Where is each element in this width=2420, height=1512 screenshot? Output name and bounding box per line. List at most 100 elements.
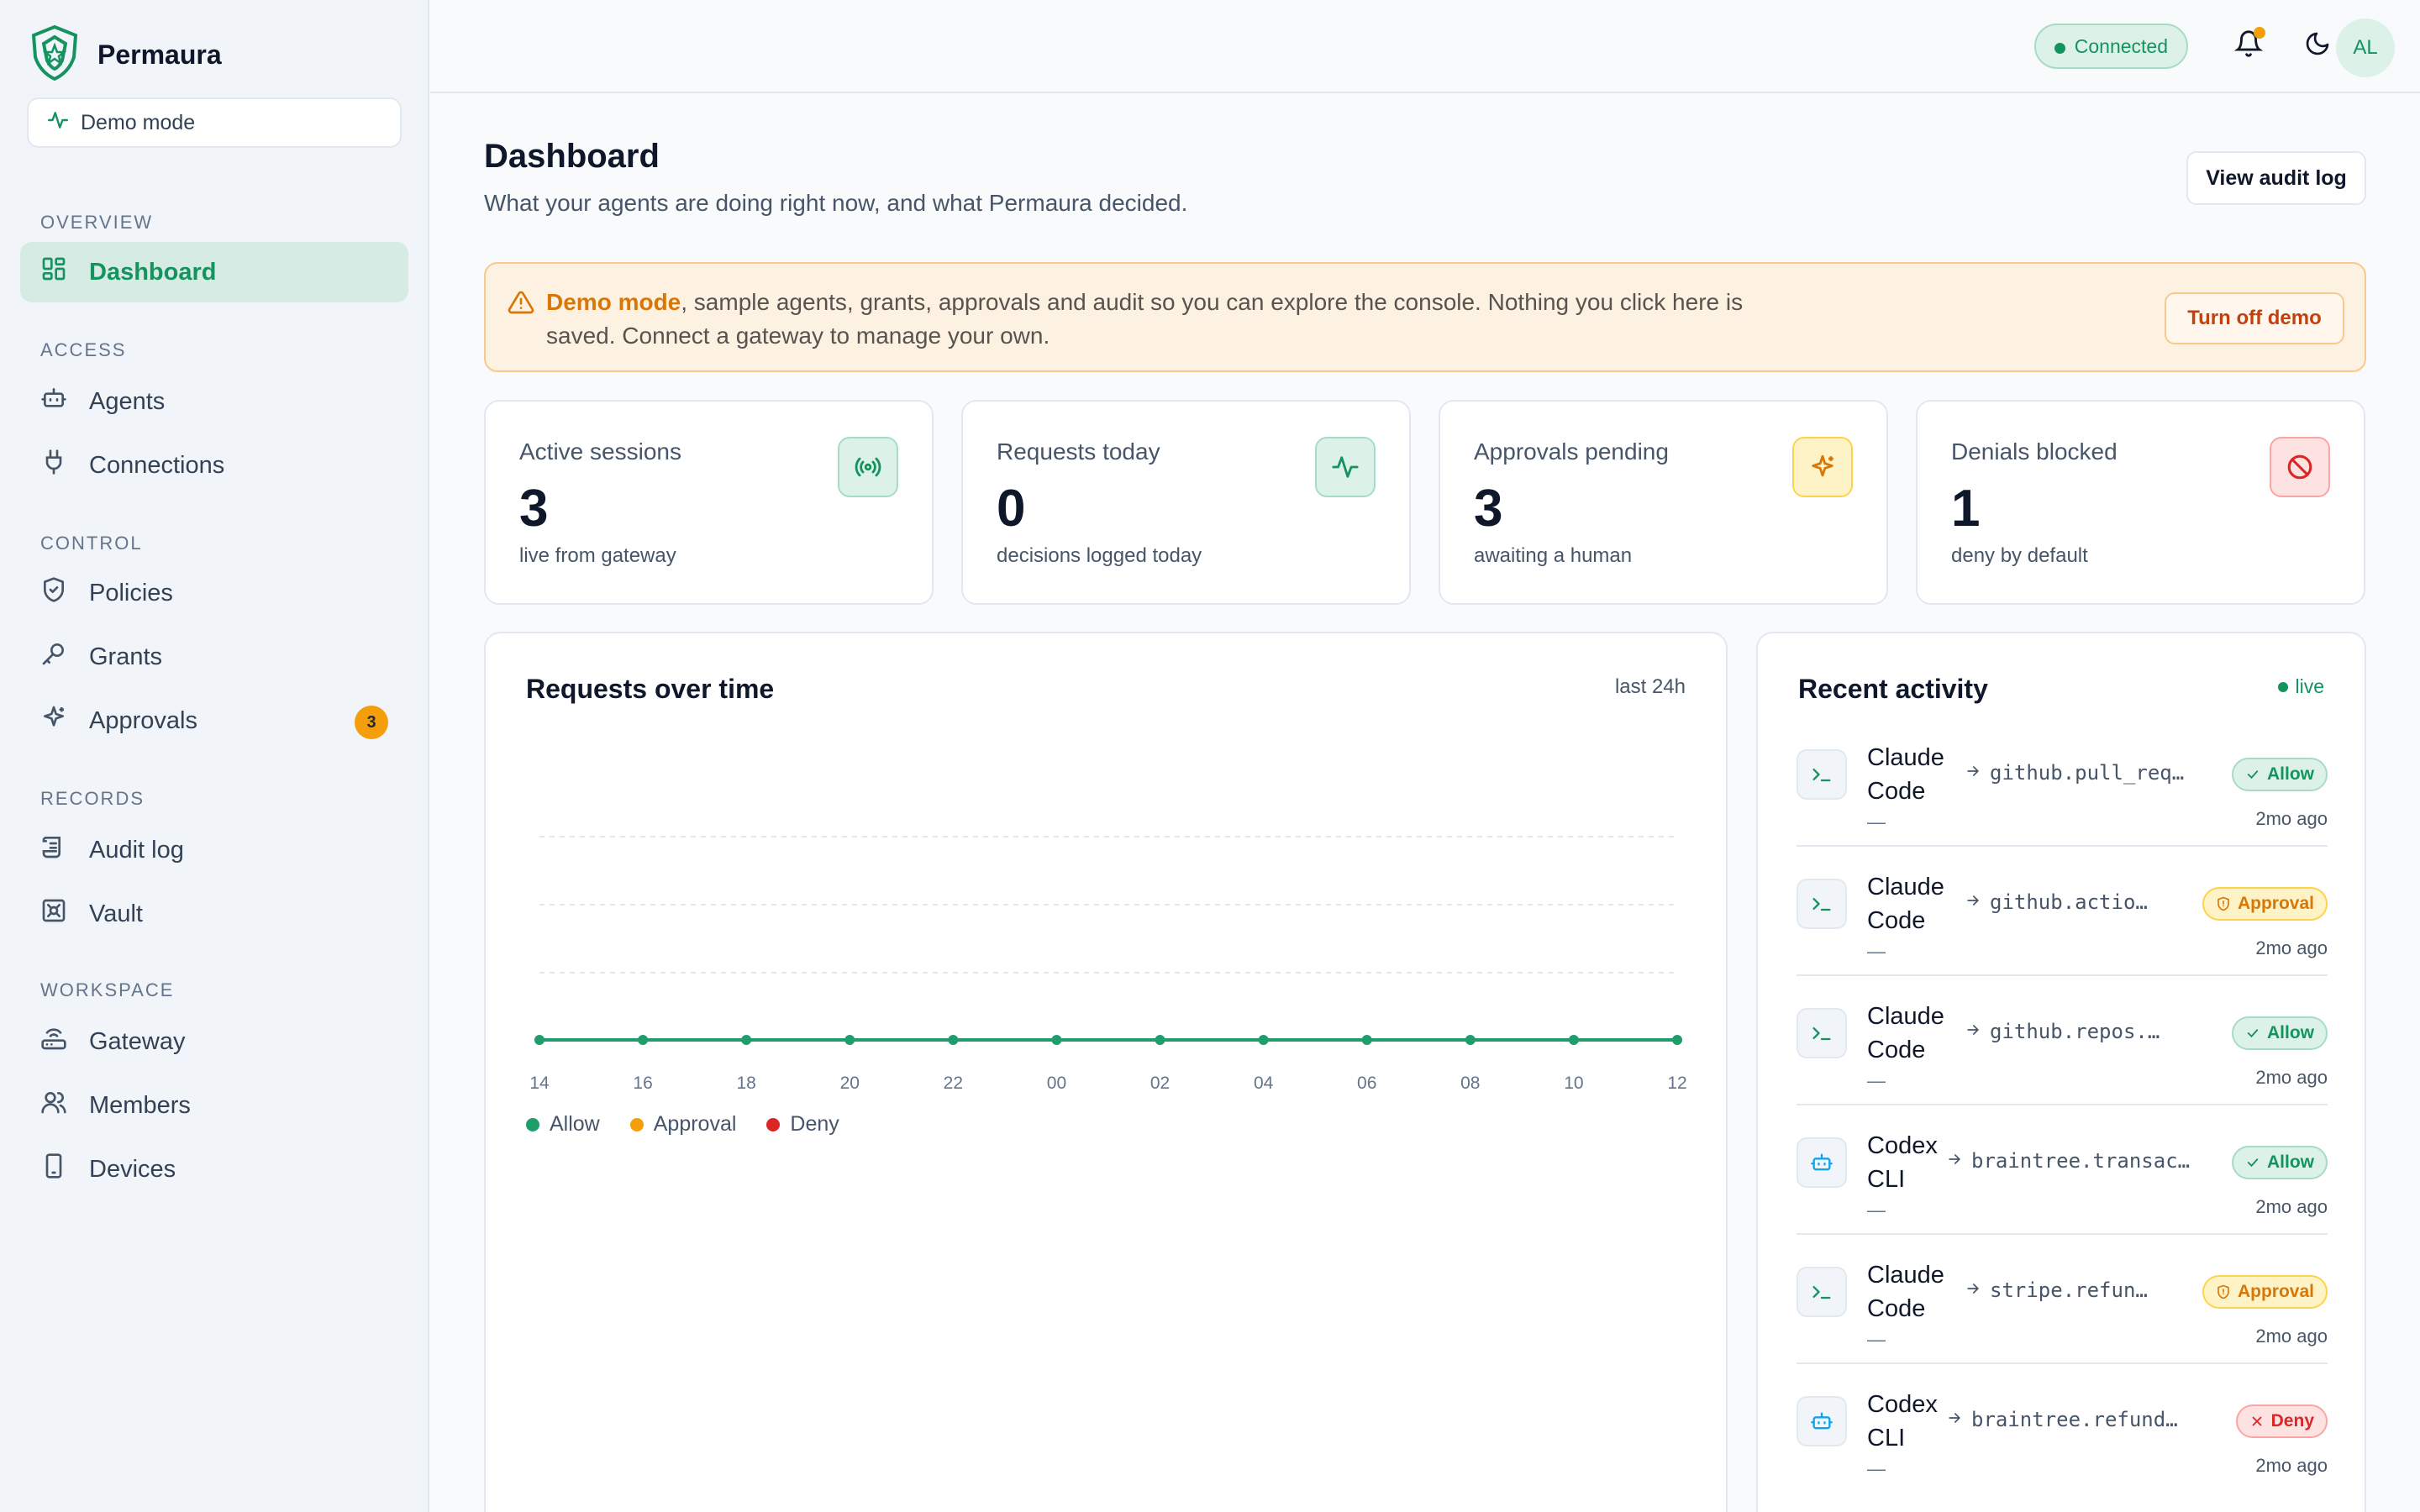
ban-icon <box>2270 437 2330 497</box>
smartphone-icon <box>40 1152 67 1186</box>
theme-toggle-button[interactable] <box>2299 27 2336 64</box>
decision-label: Approval <box>2237 894 2314 913</box>
x-tick-label: 00 <box>1047 1074 1066 1093</box>
activity-target: github.actio… <box>1965 890 2148 914</box>
sidebar-item-approvals[interactable]: Approvals 3 <box>20 690 408 751</box>
permaura-logo-icon <box>27 24 82 87</box>
activity-row[interactable]: Codex CLI — braintree.refund… Deny 2mo ago <box>1797 1364 2328 1494</box>
sparkle-icon <box>1792 437 1853 497</box>
stat-label: Requests today <box>997 438 1160 465</box>
data-point[interactable] <box>534 1035 544 1045</box>
sidebar-item-connections[interactable]: Connections <box>20 435 408 496</box>
sidebar-item-audit-log[interactable]: Audit log <box>20 820 408 880</box>
sidebar-item-label: Approvals <box>89 706 197 734</box>
activity-session: — <box>1867 1200 1886 1221</box>
activity-time: 2mo ago <box>2255 1455 2328 1476</box>
x-tick-label: 08 <box>1460 1074 1480 1093</box>
sidebar-item-vault[interactable]: Vault <box>20 884 408 944</box>
decision-badge: Approval <box>2202 1275 2328 1309</box>
sidebar-item-devices[interactable]: Devices <box>20 1139 408 1200</box>
activity-session: — <box>1867 1329 1886 1350</box>
sidebar-item-label: Connections <box>89 451 225 479</box>
view-audit-log-button[interactable]: View audit log <box>2186 151 2366 205</box>
sidebar-item-policies[interactable]: Policies <box>20 563 408 623</box>
chart-legend: Allow Approval Deny <box>526 1112 839 1137</box>
requests-chart-card: Requests over time last 24h 14 16 18 20 22 00… <box>484 632 1728 1512</box>
decision-icon <box>2245 767 2260 782</box>
live-dot <box>2278 681 2289 692</box>
data-point[interactable] <box>1361 1035 1372 1045</box>
data-point[interactable] <box>638 1035 649 1045</box>
data-point[interactable] <box>1568 1035 1579 1045</box>
connection-status-badge[interactable]: Connected <box>2033 24 2188 69</box>
activity-session: — <box>1867 1458 1886 1479</box>
activity-time: 2mo ago <box>2255 1067 2328 1088</box>
sidebar-item-label: Gateway <box>89 1027 186 1055</box>
sidebar-item-label: Audit log <box>89 836 184 864</box>
pulse-icon <box>47 109 69 137</box>
terminal-icon <box>1797 1008 1847 1058</box>
activity-row[interactable]: Claude Code — stripe.refun… Approval 2mo ago <box>1797 1235 2328 1364</box>
activity-target-label: stripe.refun… <box>1990 1278 2148 1302</box>
activity-title: Recent activity <box>1798 674 1988 704</box>
stat-value: 3 <box>1474 480 1503 538</box>
stat-subtext: live from gateway <box>519 544 676 567</box>
topbar: Connected AL <box>430 0 2420 93</box>
x-tick-label: 02 <box>1150 1074 1170 1093</box>
activity-row[interactable]: Codex CLI — braintree.transac… Allow 2mo ago <box>1797 1105 2328 1235</box>
decision-badge: Allow <box>2232 1146 2328 1179</box>
activity-time: 2mo ago <box>2255 1196 2328 1217</box>
activity-row[interactable]: Claude Code — github.actio… Approval 2mo ago <box>1797 847 2328 976</box>
legend-item-approval: Approval <box>629 1112 736 1137</box>
activity-session: — <box>1867 1070 1886 1091</box>
sidebar-item-dashboard[interactable]: Dashboard <box>20 242 408 302</box>
data-point[interactable] <box>741 1035 752 1045</box>
decision-icon <box>2216 896 2231 911</box>
data-point[interactable] <box>948 1035 959 1045</box>
data-point[interactable] <box>1258 1035 1269 1045</box>
decision-badge: Allow <box>2232 758 2328 791</box>
page-title: Dashboard <box>484 138 660 175</box>
sidebar-item-label: Vault <box>89 900 143 927</box>
page-subtitle: What your agents are doing right now, an… <box>484 190 1188 216</box>
stat-card-active-sessions: Active sessions 3 live from gateway <box>484 400 934 605</box>
sidebar-item-label: Dashboard <box>89 258 217 286</box>
demo-mode-label: Demo mode <box>81 110 196 134</box>
nav-section-access: ACCESS <box>40 339 127 360</box>
legend-dot <box>629 1117 644 1131</box>
arrow-right-icon <box>1946 1408 1963 1431</box>
demo-mode-banner: Demo mode, sample agents, grants, approv… <box>484 262 2366 372</box>
sidebar-item-members[interactable]: Members <box>20 1075 408 1136</box>
data-point[interactable] <box>844 1035 855 1045</box>
arrow-right-icon <box>1965 761 1981 785</box>
brand[interactable]: Permaura <box>27 24 222 87</box>
stat-subtext: awaiting a human <box>1474 544 1633 567</box>
user-avatar[interactable]: AL <box>2336 18 2395 77</box>
x-tick-label: 06 <box>1357 1074 1376 1093</box>
activity-time: 2mo ago <box>2255 937 2328 958</box>
data-point[interactable] <box>1051 1035 1062 1045</box>
activity-target-label: github.repos.… <box>1990 1020 2160 1043</box>
x-tick-label: 12 <box>1667 1074 1686 1093</box>
data-point[interactable] <box>1672 1035 1682 1045</box>
legend-dot <box>766 1117 781 1131</box>
key-icon <box>40 640 67 674</box>
notifications-button[interactable] <box>2230 27 2267 64</box>
data-point[interactable] <box>1465 1035 1476 1045</box>
turn-off-demo-button[interactable]: Turn off demo <box>2165 292 2344 344</box>
activity-row[interactable]: Claude Code — github.repos.… Allow 2mo ago <box>1797 976 2328 1105</box>
bell-icon <box>2233 29 2264 62</box>
sidebar-item-gateway[interactable]: Gateway <box>20 1011 408 1072</box>
activity-row[interactable]: Claude Code — github.pull_req… Allow 2mo ago <box>1797 717 2328 847</box>
sidebar-item-agents[interactable]: Agents <box>20 371 408 432</box>
requests-line-chart: 14 16 18 20 22 00 02 04 06 08 10 12 <box>529 836 1687 1093</box>
activity-target-label: braintree.transac… <box>1971 1149 2191 1173</box>
sidebar-item-grants[interactable]: Grants <box>20 627 408 687</box>
data-point[interactable] <box>1155 1035 1165 1045</box>
decision-icon <box>2245 1026 2260 1041</box>
demo-mode-pill[interactable]: Demo mode <box>27 97 402 148</box>
chart-range-label[interactable]: last 24h <box>1614 675 1686 698</box>
sidebar-item-label: Members <box>89 1091 191 1119</box>
moon-icon <box>2304 30 2331 61</box>
activity-time: 2mo ago <box>2255 808 2328 829</box>
